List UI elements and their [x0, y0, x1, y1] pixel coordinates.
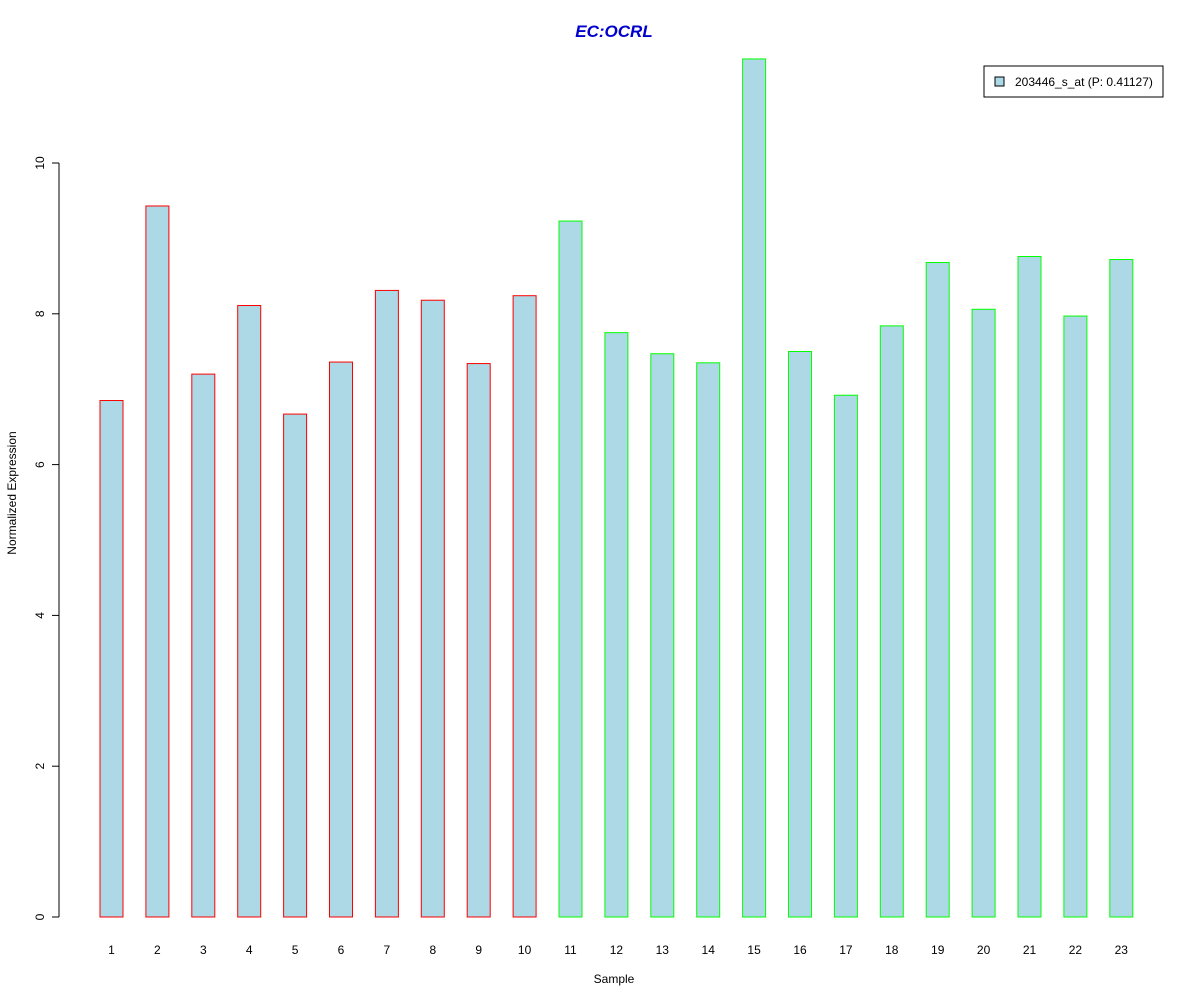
x-tick-label: 6 [338, 943, 345, 957]
x-tick-label: 2 [154, 943, 161, 957]
bar [99, 400, 124, 918]
bar [420, 299, 445, 918]
x-axis-label: Sample [594, 972, 635, 986]
x-tick-label: 18 [885, 943, 899, 957]
bar [329, 361, 353, 918]
bar [466, 363, 491, 918]
legend-box [983, 65, 1164, 98]
x-tick-label: 5 [292, 943, 299, 957]
y-tick-label: 4 [33, 612, 47, 619]
x-tick-label: 17 [839, 943, 853, 957]
bar [788, 351, 812, 918]
bar [237, 305, 262, 918]
y-tick-label: 0 [33, 913, 47, 920]
bar [1063, 315, 1088, 918]
bar [650, 353, 675, 918]
bar [512, 295, 537, 918]
x-tick-label: 14 [702, 943, 716, 957]
legend-swatch [994, 76, 1005, 87]
y-tick-label: 6 [33, 461, 47, 468]
x-tick-labels: 1 2 3 4 5 6 7 8 9 10 11 12 13 14 15 16 17 18 19 20 21 22 23 [108, 943, 1128, 957]
y-axis: 0 2 4 6 8 10 [33, 156, 60, 920]
bar [604, 332, 629, 918]
x-tick-label: 11 [564, 943, 577, 957]
x-tick-label: 19 [931, 943, 945, 957]
x-tick-label: 16 [793, 943, 807, 957]
y-tick-label: 2 [33, 763, 47, 770]
bar [833, 394, 858, 918]
x-tick-label: 3 [200, 943, 207, 957]
x-tick-label: 15 [747, 943, 761, 957]
x-tick-label: 20 [977, 943, 991, 957]
y-tick-label: 8 [33, 310, 47, 317]
chart-title: EC:OCRL [575, 22, 652, 41]
x-tick-label: 13 [656, 943, 670, 957]
bar [1017, 255, 1042, 918]
bar [925, 262, 950, 918]
bar [191, 373, 216, 918]
bar [879, 325, 904, 918]
bar [374, 289, 399, 918]
bar [1109, 259, 1134, 918]
x-tick-label: 1 [108, 943, 115, 957]
y-axis-label: Normalized Expression [5, 431, 19, 554]
legend-label: 203446_s_at (P: 0.41127) [1015, 75, 1153, 89]
x-tick-label: 4 [246, 943, 253, 957]
bar [283, 413, 308, 918]
bar [742, 58, 767, 918]
x-tick-label: 10 [518, 943, 532, 957]
bar [558, 220, 583, 918]
bar [145, 205, 170, 918]
bars-group [99, 58, 1134, 918]
y-tick-label: 10 [33, 156, 47, 170]
x-tick-label: 9 [475, 943, 482, 957]
legend: 203446_s_at (P: 0.41127) [983, 65, 1164, 98]
bar [696, 362, 721, 918]
bar [971, 308, 996, 918]
x-tick-label: 8 [429, 943, 436, 957]
x-tick-label: 22 [1069, 943, 1083, 957]
x-tick-label: 12 [610, 943, 624, 957]
x-tick-label: 23 [1115, 943, 1129, 957]
x-tick-label: 7 [384, 943, 391, 957]
x-tick-label: 21 [1023, 943, 1037, 957]
